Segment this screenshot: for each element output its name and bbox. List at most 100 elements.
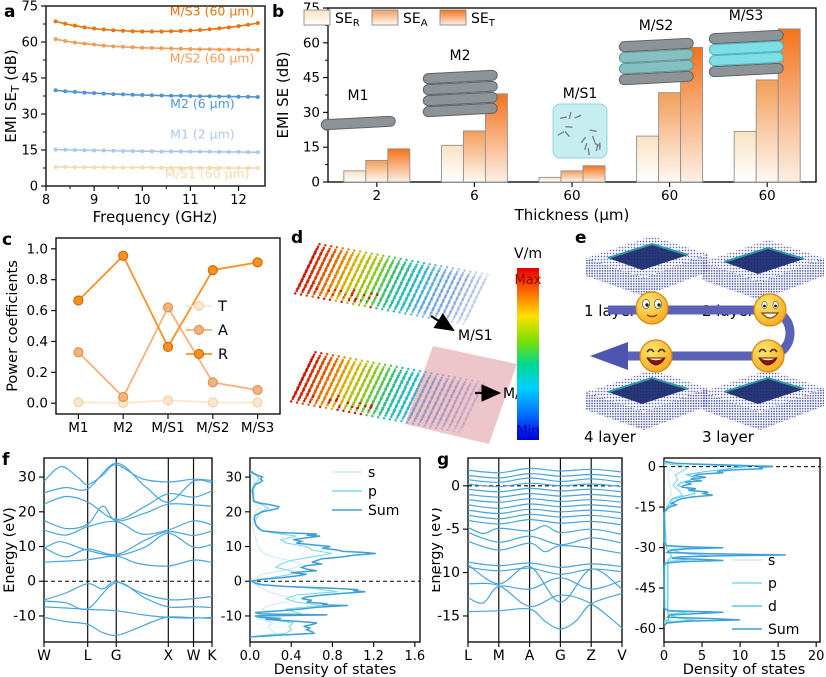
- x-tick-label: 60: [759, 188, 776, 204]
- b-inset-M1: M1: [320, 88, 396, 131]
- c-series-R: [73, 250, 263, 352]
- y-tick-label: 30: [21, 108, 38, 123]
- band-line: [43, 520, 213, 536]
- band-line: [467, 467, 623, 474]
- x-tick-label: 0.4: [281, 649, 302, 664]
- panel-g: 0 -5 -10 -15 L M A G Z V Energy (eV) 0 -15 -30 -45 -60 0…: [428, 450, 826, 677]
- y-tick-label: -15: [437, 608, 460, 624]
- y-tick-label: 0.6: [27, 303, 48, 319]
- band-line: [43, 606, 213, 619]
- y-tick-label: 30: [303, 105, 320, 121]
- band-line: [467, 472, 623, 479]
- band-line: [467, 518, 623, 526]
- y-tick-label: 60: [303, 35, 320, 51]
- b-legend-label: SER: [335, 11, 360, 29]
- band-line: [467, 561, 623, 569]
- panel-f: -10 0 10 20 30 W L G X W K Energy (eV) -10 0 10 20 30 0.0…: [0, 450, 432, 677]
- f_dos-legend-label: s: [368, 465, 375, 481]
- b-bar-SE_A-g3: [560, 170, 584, 183]
- band-line: [467, 513, 623, 520]
- panel-a-label: a: [4, 2, 16, 22]
- y-tick-label: 20: [225, 505, 242, 520]
- c-series-A: [73, 302, 263, 403]
- panel-g-label: g: [437, 450, 450, 470]
- x-tick-label: M2: [113, 420, 133, 436]
- f_dos-legend: sp Sum: [332, 465, 399, 519]
- d-colorbar-title: V/m: [514, 246, 542, 262]
- y-tick-label: -15: [635, 501, 656, 516]
- x-tick-label: 10: [732, 649, 749, 664]
- b-inset-MS1: M/S1: [552, 86, 608, 159]
- a-series-M1: M1 (2 μm): [53, 126, 260, 155]
- g_bands-axes: 0 -5 -10 -15 L M A G Z V: [437, 457, 627, 664]
- panel-e-label: e: [575, 228, 587, 248]
- b-bar-SE_A-g4: [658, 92, 682, 183]
- d-field-cloud-ms1: [293, 242, 489, 326]
- b-bar-SE_T-g5: [777, 28, 801, 183]
- band-line: [467, 487, 623, 493]
- b-bar-SE_R-g2: [440, 144, 464, 183]
- a-series-M2: M2 (6 μm): [53, 88, 260, 111]
- band-line: [43, 532, 213, 557]
- x-tick-label: 0.8: [322, 649, 343, 664]
- b-inset-label: M/S3: [729, 8, 764, 24]
- a-series-label: M1 (2 μm): [170, 126, 235, 141]
- d-colorbar-max: Max: [515, 273, 542, 288]
- a-series-MS2: M/S2 (60 μm): [53, 37, 260, 65]
- band-line: [467, 577, 623, 604]
- y-tick-label: 45: [303, 70, 320, 86]
- b-bar-SE_R-g3: [538, 176, 562, 183]
- y-tick-label: 75: [21, 0, 38, 15]
- x-tick-label: 20: [808, 649, 825, 664]
- b-bar-SE_A-g5: [755, 79, 779, 183]
- x-tick-label: 6: [470, 188, 479, 204]
- b-xlabel: Thickness (μm): [514, 206, 630, 224]
- e-slab: [586, 236, 708, 296]
- f_bands-bands: [43, 462, 213, 637]
- f_dos-curve-s: [249, 473, 303, 638]
- b-ylabel: EMI SE (dB): [274, 52, 292, 139]
- b-bar-SE_T-g3: [582, 165, 606, 183]
- x-tick-label: 9: [90, 193, 98, 208]
- f-ylabel: Energy (eV): [2, 507, 18, 593]
- g_bands-bands: [467, 467, 623, 630]
- b-inset-label: M2: [450, 48, 471, 64]
- panel-c: 0.0 0.2 0.4 0.6 0.8 1.0 M1 M2 M/S1 M/S2 M/S3 Power …: [0, 228, 288, 450]
- y-tick-label: 0: [30, 180, 38, 195]
- x-tick-label: M/S2: [196, 420, 229, 436]
- x-tick-label: L: [84, 648, 92, 664]
- e-slab: [702, 370, 824, 430]
- x-tick-label: L: [464, 648, 472, 664]
- c-axes: 0.0 0.2 0.4 0.6 0.8 1.0 M1 M2 M/S1 M/S2 M/S3: [27, 237, 281, 436]
- y-tick-label: 15: [21, 144, 38, 159]
- g_dos-legend-label: s: [768, 553, 775, 569]
- x-tick-label: A: [525, 648, 535, 664]
- x-tick-label: W: [187, 648, 201, 664]
- g_dos-curve-d: [663, 462, 748, 621]
- panel-f-label: f: [2, 450, 10, 470]
- x-tick-label: M/S1: [151, 420, 184, 436]
- band-line: [43, 616, 213, 637]
- e-emoji-laugh: [751, 339, 785, 373]
- b-legend: SER SEA SET: [303, 9, 496, 29]
- x-tick-label: M1: [68, 420, 88, 436]
- y-tick-label: -10: [221, 609, 242, 624]
- b-inset-label: M1: [348, 88, 369, 104]
- y-tick-label: -30: [635, 541, 656, 556]
- g_dos-legend: spd Sum: [732, 553, 799, 638]
- band-line: [467, 477, 623, 483]
- panel-c-chart: 0.0 0.2 0.4 0.6 0.8 1.0 M1 M2 M/S1 M/S2 M/S3 Power …: [5, 237, 281, 436]
- b-legend-swatch: [303, 9, 331, 26]
- b-bar-SE_T-g1: [387, 148, 411, 183]
- x-tick-label: 60: [563, 188, 580, 204]
- e-emoji-eyes: [635, 291, 669, 325]
- y-tick-label: 0: [648, 460, 656, 475]
- panel-c-label: c: [2, 230, 13, 250]
- e-layer-label: 3 layer: [702, 428, 755, 446]
- x-tick-label: 1.6: [405, 649, 426, 664]
- a-xlabel: Frequency (GHz): [93, 208, 218, 226]
- y-tick-label: -10: [437, 565, 460, 581]
- f_dos-legend-label: p: [368, 484, 377, 500]
- y-tick-label: 0: [234, 575, 242, 590]
- band-line: [467, 498, 623, 503]
